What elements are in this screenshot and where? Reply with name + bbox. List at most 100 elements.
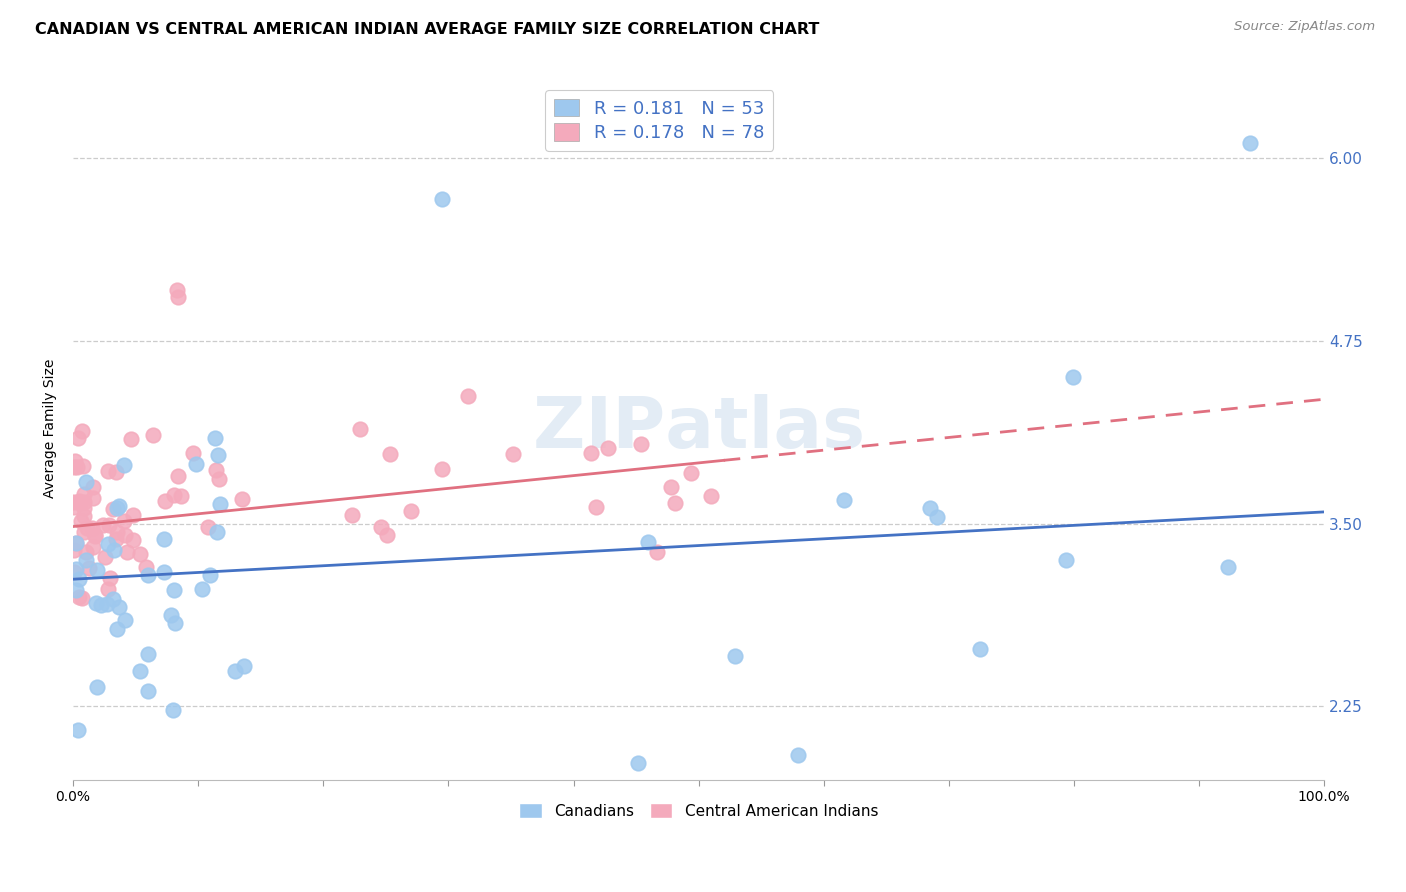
Point [63,454,86,468]
Point [82,480,104,494]
Point [231,491,253,506]
Point [101,501,124,516]
Point [233,658,256,673]
Point [207,448,229,462]
Point [90,598,112,612]
Point [153,494,176,508]
Point [135,559,157,574]
Y-axis label: Average Family Size: Average Family Size [44,359,58,499]
Point [73,500,96,515]
Point [136,683,159,698]
Point [918,500,941,515]
Point [112,515,135,529]
Point [136,648,159,662]
Point [105,622,128,636]
Point [197,520,219,534]
Point [75,553,97,567]
Point [502,447,524,461]
Point [141,428,163,442]
Point [162,488,184,502]
Point [65,583,87,598]
Point [82,540,104,554]
Point [128,547,150,561]
Point [72,459,94,474]
Point [120,433,142,447]
Point [378,447,401,461]
Point [184,457,207,471]
Point [204,431,226,445]
Point [73,524,96,539]
Point [105,465,128,479]
Point [82,491,104,505]
Point [457,389,479,403]
Point [70,591,93,605]
Point [170,489,193,503]
Point [969,642,991,657]
Point [637,534,659,549]
Point [190,582,212,597]
Point [664,496,686,510]
Point [66,723,89,737]
Point [76,520,98,534]
Point [224,664,246,678]
Point [645,544,668,558]
Point [105,525,128,540]
Point [67,590,90,604]
Point [104,532,127,546]
Point [112,458,135,473]
Point [62,495,84,509]
Point [77,561,100,575]
Point [208,497,231,511]
Point [399,504,422,518]
Text: ZIP​atlas: ZIP​atlas [533,394,865,463]
Point [129,664,152,678]
Point [430,462,453,476]
Point [62,566,84,580]
Point [84,597,107,611]
Point [375,528,398,542]
Point [159,608,181,623]
Point [430,192,453,206]
Point [598,441,620,455]
Point [165,615,187,630]
Point [1062,370,1084,384]
Point [73,495,96,509]
Point [67,494,90,508]
Point [65,535,87,549]
Point [1054,553,1077,567]
Point [167,468,190,483]
Point [205,463,228,477]
Point [153,532,176,546]
Point [153,565,176,579]
Point [80,521,103,535]
Point [65,535,87,549]
Point [67,431,90,445]
Point [75,475,97,490]
Point [183,446,205,460]
Point [724,648,747,663]
Point [162,703,184,717]
Point [167,290,190,304]
Point [627,756,650,770]
Point [659,480,682,494]
Point [585,500,607,514]
Point [103,543,125,558]
Point [121,533,143,548]
Point [65,562,87,576]
Point [62,460,84,475]
Point [101,591,124,606]
Point [73,487,96,501]
Point [136,568,159,582]
Point [370,520,392,534]
Text: Source: ZipAtlas.com: Source: ZipAtlas.com [1234,20,1375,33]
Text: CANADIAN VS CENTRAL AMERICAN INDIAN AVERAGE FAMILY SIZE CORRELATION CHART: CANADIAN VS CENTRAL AMERICAN INDIAN AVER… [35,22,820,37]
Legend: Canadians, Central American Indians: Canadians, Central American Indians [513,797,884,824]
Point [108,600,131,615]
Point [108,499,131,513]
Point [340,508,363,522]
Point [630,437,652,451]
Point [97,517,120,532]
Point [97,464,120,478]
Point [73,508,96,523]
Point [97,537,120,551]
